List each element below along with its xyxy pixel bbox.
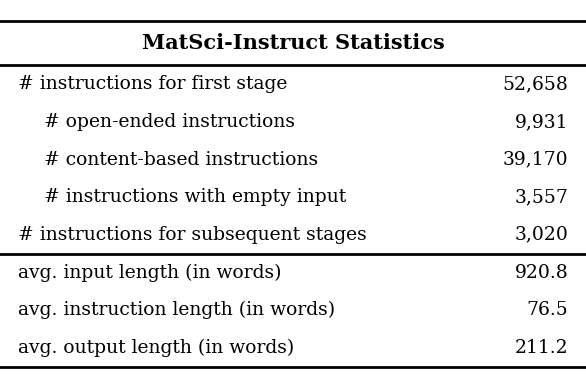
Text: 211.2: 211.2	[515, 339, 568, 357]
Text: # open-ended instructions: # open-ended instructions	[44, 113, 295, 131]
Text: # instructions for subsequent stages: # instructions for subsequent stages	[18, 226, 366, 244]
Text: 920.8: 920.8	[515, 263, 568, 282]
Text: 9,931: 9,931	[515, 113, 568, 131]
Text: # content-based instructions: # content-based instructions	[44, 150, 318, 169]
Text: avg. output length (in words): avg. output length (in words)	[18, 339, 294, 357]
Text: # instructions for first stage: # instructions for first stage	[18, 75, 287, 93]
Text: 76.5: 76.5	[527, 301, 568, 319]
Text: MatSci-Instruct Statistics: MatSci-Instruct Statistics	[142, 33, 444, 53]
Text: # instructions with empty input: # instructions with empty input	[44, 188, 346, 206]
Text: 3,557: 3,557	[515, 188, 568, 206]
Text: 52,658: 52,658	[503, 75, 568, 93]
Text: avg. instruction length (in words): avg. instruction length (in words)	[18, 301, 335, 319]
Text: 39,170: 39,170	[503, 150, 568, 169]
Text: avg. input length (in words): avg. input length (in words)	[18, 263, 281, 282]
Text: 3,020: 3,020	[515, 226, 568, 244]
